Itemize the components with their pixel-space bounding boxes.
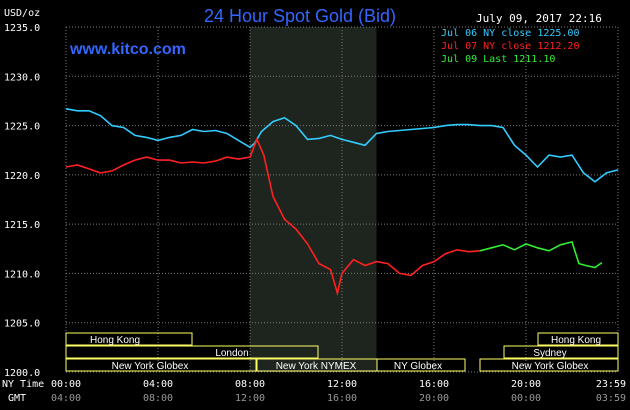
x-axis-gmt-label: GMT (8, 393, 26, 404)
x-tick-label-ny: 04:00 (143, 379, 173, 390)
session-ny-nymex: New York NYMEX (276, 361, 357, 372)
x-tick-label-ny: 00:00 (51, 379, 81, 390)
y-tick-label: 1235.0 (4, 23, 40, 34)
x-axis-ticks: 00:00 04:00 04:00 08:00 08:00 12:00 12:00 16:00… (51, 379, 626, 404)
chart-date: July 09, 2017 22:16 (476, 12, 602, 25)
session-hong-kong-2: Hong Kong (551, 335, 601, 346)
chart-series (65, 108, 619, 297)
session-ny-globex-3: New York Globex (512, 361, 589, 372)
x-tick-label-gmt: 08:00 (143, 393, 173, 404)
x-tick-label-gmt: 12:00 (235, 393, 265, 404)
series-line-3 (479, 240, 603, 269)
chart-title: 24 Hour Spot Gold (Bid) (204, 6, 396, 26)
trading-sessions: Hong Kong London New York Globex New Yor… (65, 332, 619, 372)
legend: Jul 06 NY close 1225.00 Jul 07 NY close … (441, 28, 579, 65)
y-tick-label: 1230.0 (4, 72, 40, 83)
x-axis-ny-label: NY Time (2, 379, 44, 390)
y-axis-unit: USD/oz (4, 8, 40, 19)
x-tick-label-gmt: 03:59 (596, 393, 626, 404)
legend-entry-jul09: Jul 09 Last 1211.10 (441, 54, 555, 65)
x-tick-label-gmt: 16:00 (327, 393, 357, 404)
series-line-1 (65, 108, 619, 183)
nymex-session-shading (250, 27, 377, 372)
x-tick-label-ny: 12:00 (327, 379, 357, 390)
y-tick-label: 1200.0 (4, 368, 40, 379)
legend-entry-jul06: Jul 06 NY close 1225.00 (441, 28, 579, 39)
x-tick-label-gmt: 04:00 (51, 393, 81, 404)
session-ny-globex-1: New York Globex (112, 361, 189, 372)
session-hong-kong: Hong Kong (90, 335, 140, 346)
y-tick-label: 1225.0 (4, 122, 40, 133)
session-sydney: Sydney (533, 348, 566, 359)
x-tick-label-gmt: 00:00 (511, 393, 541, 404)
site-link[interactable]: www.kitco.com (69, 41, 186, 58)
chart-grid (65, 26, 619, 373)
series-line-2 (65, 137, 481, 297)
y-tick-label: 1205.0 (4, 319, 40, 330)
x-tick-label-gmt: 20:00 (419, 393, 449, 404)
y-axis-ticks: 1200.0 1205.0 1210.0 1215.0 1220.0 1225.0 1230… (4, 23, 40, 379)
x-tick-label-ny: 20:00 (511, 379, 541, 390)
y-tick-label: 1215.0 (4, 220, 40, 231)
x-tick-label-ny: 16:00 (419, 379, 449, 390)
x-tick-label-ny: 08:00 (235, 379, 265, 390)
legend-entry-jul07: Jul 07 NY close 1212.20 (441, 41, 579, 52)
y-tick-label: 1210.0 (4, 269, 40, 280)
x-tick-label-ny: 23:59 (596, 379, 626, 390)
y-tick-label: 1220.0 (4, 171, 40, 182)
session-london: London (215, 348, 248, 359)
session-ny-globex-2: NY Globex (394, 361, 442, 372)
